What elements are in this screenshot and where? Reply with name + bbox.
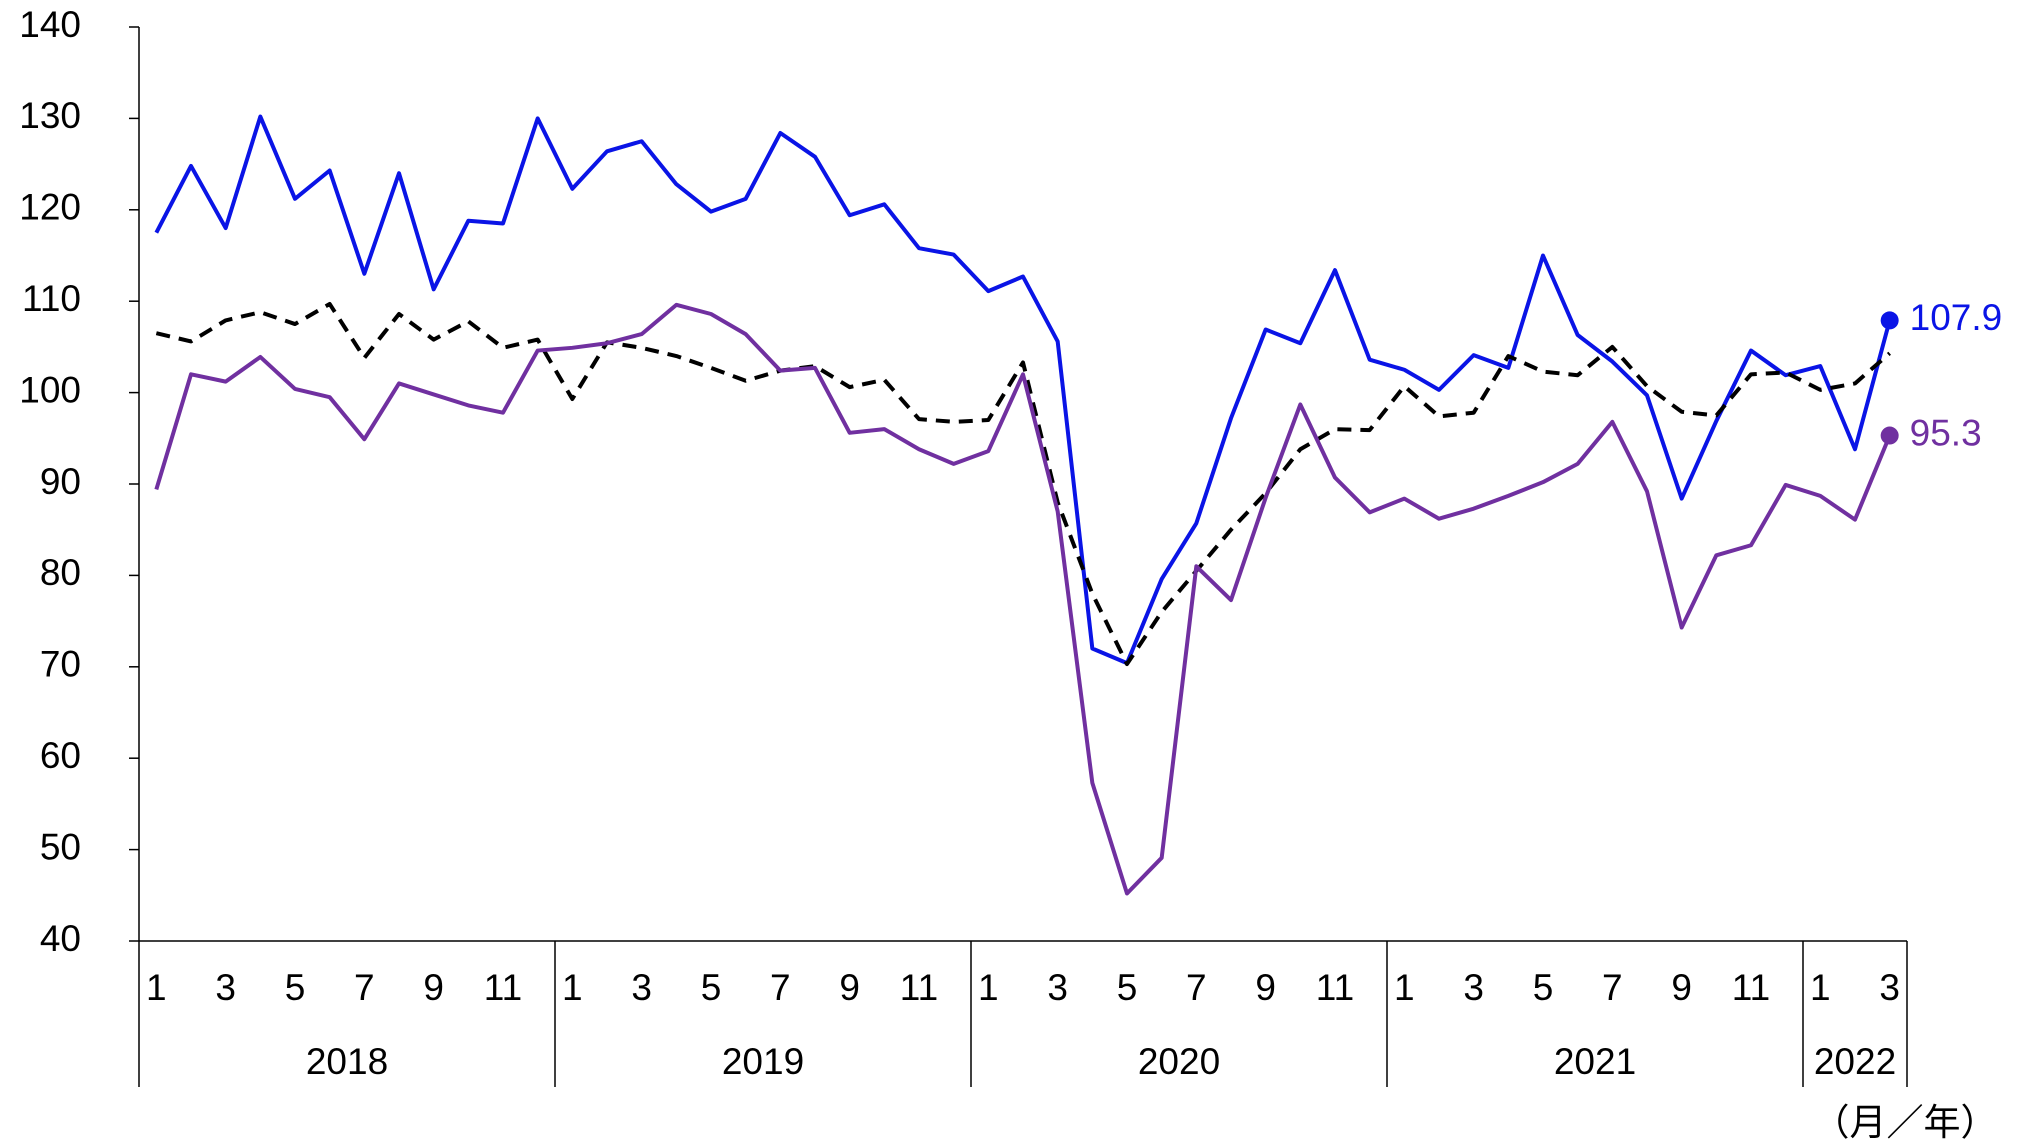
x-tick-label: 1 [1394,967,1415,1008]
x-tick-label: 5 [1533,967,1554,1008]
x-tick-label: 11 [900,967,938,1008]
y-tick-label: 80 [40,552,81,593]
x-tick-label: 7 [354,967,375,1008]
x-tick-label: 11 [1316,967,1354,1008]
x-unit-label: （月／年） [1813,1102,1998,1143]
series-line [154,114,1892,666]
value-label: 95.3 [1910,412,1982,453]
x-tick-label: 1 [146,967,167,1008]
value-label: 107.9 [1910,297,2003,338]
x-tick-label: 3 [631,967,652,1008]
y-tick-label: 140 [19,4,81,45]
x-tick-label: 11 [484,967,522,1008]
series-line [154,302,1892,896]
x-tick-label: 9 [1671,967,1692,1008]
x-tick-label: 7 [770,967,791,1008]
x-tick-label: 5 [285,967,306,1008]
y-tick-label: 60 [40,735,81,776]
y-tick-label: 100 [19,369,81,410]
x-tick-label: 1 [978,967,999,1008]
x-tick-label: 11 [1732,967,1770,1008]
x-tick-label: 7 [1602,967,1623,1008]
x-tick-label: 1 [1810,967,1831,1008]
y-tick-label: 50 [40,826,81,867]
x-tick-label: 3 [1047,967,1068,1008]
x-tick-label: 5 [701,967,722,1008]
year-label: 2018 [306,1041,388,1082]
x-tick-label: 9 [839,967,860,1008]
y-tick-label: 120 [19,187,81,228]
y-tick-label: 130 [19,95,81,136]
x-tick-label: 3 [215,967,236,1008]
series-line [155,301,1891,667]
y-tick-label: 90 [40,461,81,502]
year-label: 2020 [1138,1041,1220,1082]
end-marker [1880,311,1899,330]
year-label: 2021 [1554,1041,1636,1082]
x-tick-label: 7 [1186,967,1207,1008]
x-tick-label: 5 [1117,967,1138,1008]
y-tick-label: 110 [22,278,81,319]
year-label: 2022 [1814,1041,1896,1082]
y-tick-label: 70 [40,644,81,685]
x-tick-label: 3 [1879,967,1900,1008]
year-label: 2019 [722,1041,804,1082]
end-marker [1880,426,1899,445]
y-tick-label: 40 [40,918,81,959]
x-tick-label: 9 [1255,967,1276,1008]
x-tick-label: 9 [423,967,444,1008]
x-tick-label: 1 [562,967,583,1008]
x-tick-label: 3 [1463,967,1484,1008]
